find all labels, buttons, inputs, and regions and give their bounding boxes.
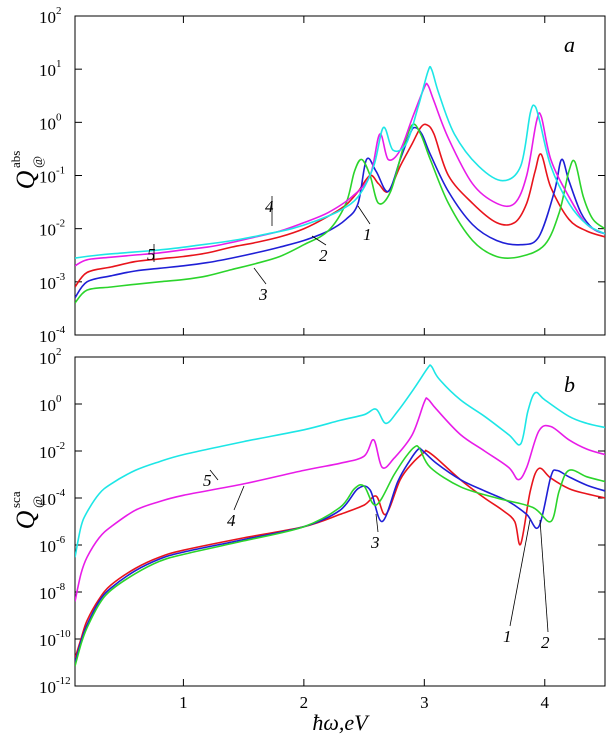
curve-label-2: 2: [541, 633, 550, 652]
panel-a-y-label-sup: abs: [8, 151, 23, 168]
curve-label-leader: [233, 485, 245, 511]
curve-label-1: 1: [503, 627, 512, 646]
y-tick-label: 10-8: [39, 581, 66, 603]
series-line-2: [75, 447, 605, 663]
curve-label-5: 5: [147, 245, 156, 264]
x-tick-label: 1: [179, 693, 188, 712]
y-tick-label: 10-2: [39, 440, 65, 462]
series-line-5: [75, 364, 605, 558]
curve-label-4: 4: [265, 197, 274, 216]
y-tick-label: 10-3: [39, 271, 66, 293]
x-axis-label: ħω,eV: [312, 710, 370, 735]
curve-label-5: 5: [203, 471, 212, 490]
curve-label-leader: [311, 235, 327, 246]
panel-b-y-label: Q sca @: [8, 491, 45, 529]
curve-label-4: 4: [227, 511, 236, 530]
curve-label-leader: [539, 519, 549, 633]
curve-label-3: 3: [370, 533, 380, 552]
curve-label-leader: [209, 469, 219, 481]
panel-a-label: a: [564, 32, 575, 57]
panel-b-series: [75, 364, 605, 667]
panel-a-series: [75, 65, 605, 304]
curve-label-leader: [253, 267, 267, 285]
y-tick-label: 100: [39, 393, 62, 415]
panel-b-x-axis: 1 2 3 4: [179, 693, 549, 712]
panel-a-y-label: Q abs @: [8, 151, 45, 190]
y-tick-label: 10-2: [39, 218, 65, 240]
y-tick-label: 10-12: [39, 675, 71, 697]
panel-b-y-label-sub: @: [30, 496, 45, 508]
panel-b-label: b: [564, 372, 575, 397]
y-tick-label: 10-4: [39, 324, 66, 346]
x-tick-label: 4: [541, 693, 550, 712]
curve-label-1: 1: [363, 225, 372, 244]
x-tick-label: 3: [420, 693, 429, 712]
y-tick-label: 100: [39, 111, 62, 133]
panel-b-y-label-main: Q: [11, 510, 40, 529]
curve-label-leader: [509, 519, 531, 627]
y-tick-label: 102: [39, 5, 62, 27]
panel-b-frame: [74, 356, 606, 687]
series-line-3: [75, 123, 605, 304]
curve-label-3: 3: [258, 285, 268, 304]
curve-label-leader: [375, 513, 379, 533]
series-line-4: [75, 397, 605, 602]
y-tick-label: 102: [39, 346, 62, 368]
y-tick-label: 101: [39, 58, 62, 80]
panel-b-y-label-sup: sca: [8, 491, 23, 508]
series-line-1: [75, 449, 605, 659]
series-line-2: [75, 126, 605, 299]
y-tick-label: 10-6: [39, 534, 66, 556]
curve-label-2: 2: [319, 246, 328, 265]
series-line-3: [75, 445, 605, 667]
panel-a-frame: [74, 15, 606, 336]
panel-a-y-label-sub: @: [30, 156, 45, 168]
panel-a-curve-labels: 1 2 3 4 5: [147, 196, 372, 304]
curve-label-leader: [357, 205, 371, 225]
x-tick-label: 2: [300, 693, 309, 712]
series-line-4: [75, 82, 605, 267]
panel-a-y-label-main: Q: [11, 170, 40, 189]
panel-b-curve-labels: 1 2 3 4 5: [203, 469, 550, 652]
series-line-5: [75, 65, 605, 259]
y-tick-label: 10-10: [39, 628, 71, 650]
